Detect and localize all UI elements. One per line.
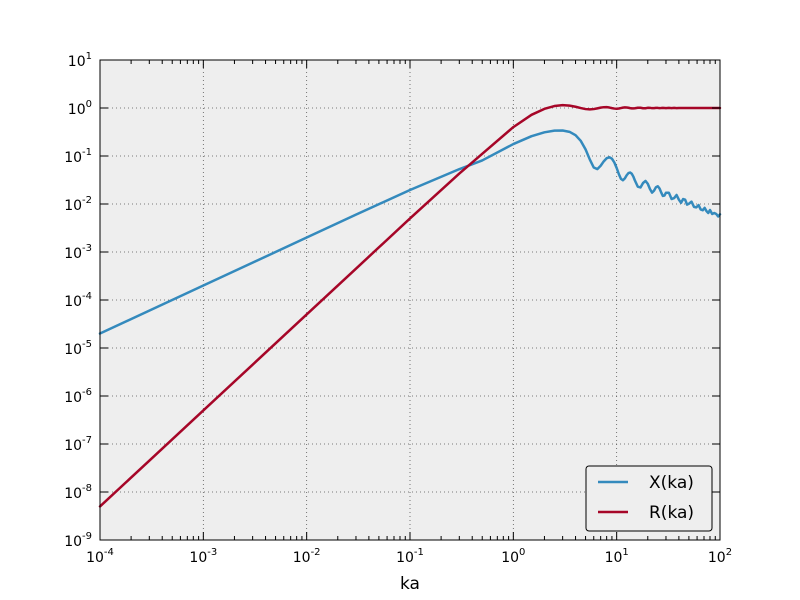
y-tick-label: 10-4 xyxy=(64,291,92,310)
y-tick-label: 10-6 xyxy=(64,387,92,406)
y-tick-labels: 10-9 10-8 10-7 10-6 10-5 10-4 10-3 10-2 10-1 100 1… xyxy=(64,51,92,550)
series-layer xyxy=(98,103,722,508)
y-tick-label: 101 xyxy=(68,51,92,70)
x-tick-label: 10-2 xyxy=(293,547,321,566)
y-tick-label: 10-2 xyxy=(64,195,92,214)
y-tick-label: 10-5 xyxy=(64,339,92,358)
y-tick-label: 10-9 xyxy=(64,531,92,550)
axis-ticks xyxy=(99,59,721,541)
series-line-r xyxy=(98,103,722,508)
y-tick-label: 10-7 xyxy=(64,435,92,454)
y-tick-label: 10-1 xyxy=(64,147,92,166)
x-tick-label: 102 xyxy=(708,547,732,566)
x-tick-label: 10-1 xyxy=(396,547,424,566)
x-axis-title: ka xyxy=(400,574,420,594)
x-tick-label: 10-3 xyxy=(189,547,217,566)
legend-label-r: R(ka) xyxy=(649,503,694,523)
x-tick-labels: 10-4 10-3 10-2 10-1 100 101 102 xyxy=(86,547,732,566)
legend-label-x: X(ka) xyxy=(649,473,694,493)
x-tick-label: 100 xyxy=(501,547,525,566)
y-tick-label: 100 xyxy=(68,99,92,118)
legend: X(ka) R(ka) xyxy=(585,465,713,532)
series-line-x xyxy=(98,129,722,335)
y-tick-label: 10-8 xyxy=(64,483,92,502)
y-tick-label: 10-3 xyxy=(64,243,92,262)
x-tick-label: 101 xyxy=(605,547,629,566)
x-tick-label: 10-4 xyxy=(86,547,114,566)
